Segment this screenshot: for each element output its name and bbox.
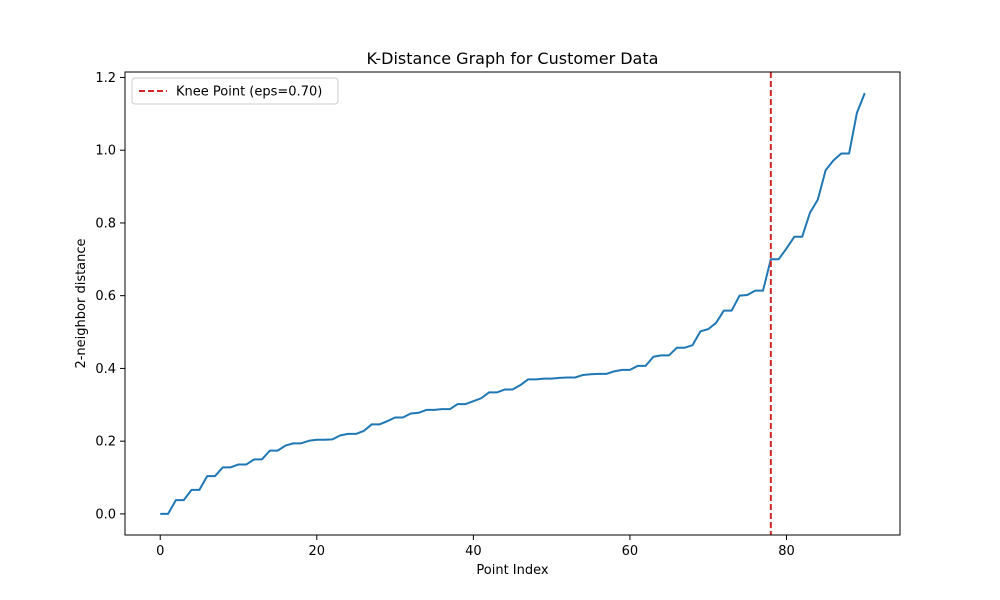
y-tick-label: 0.6: [95, 289, 116, 304]
y-tick-label: 0.0: [95, 507, 116, 522]
chart-title: K-Distance Graph for Customer Data: [367, 49, 659, 68]
x-axis-label: Point Index: [476, 563, 549, 578]
y-tick-label: 0.4: [95, 362, 116, 377]
x-tick-label: 20: [309, 544, 326, 559]
y-tick-label: 1.0: [95, 144, 116, 159]
x-axis-ticks: 0 20 40 60 80: [156, 535, 795, 559]
plot-area: [160, 72, 866, 535]
y-axis-label: 2-neighbor distance: [74, 238, 89, 368]
k-distance-line: [160, 92, 866, 515]
y-axis-ticks: 0.0 0.2 0.4 0.6 0.8 1.0 1.2: [95, 71, 125, 522]
x-tick-label: 40: [465, 544, 482, 559]
axes-frame: [124, 71, 901, 536]
legend-box: [131, 77, 339, 105]
y-tick-label: 1.2: [95, 71, 116, 86]
x-tick-label: 60: [622, 544, 639, 559]
x-tick-label: 0: [156, 544, 164, 559]
legend: Knee Point (eps=0.70): [131, 77, 339, 105]
legend-knee-label: Knee Point (eps=0.70): [176, 85, 322, 100]
y-tick-label: 0.8: [95, 216, 116, 231]
x-tick-label: 80: [778, 544, 795, 559]
series-layer: [160, 92, 866, 515]
y-tick-label: 0.2: [95, 435, 116, 450]
